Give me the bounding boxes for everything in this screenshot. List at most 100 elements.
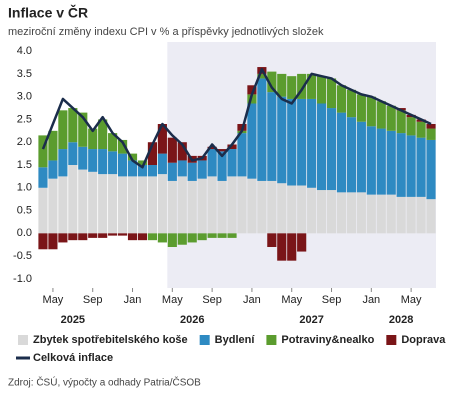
y-tick-label: -1.0 xyxy=(13,273,32,285)
year-label: 2027 xyxy=(299,314,323,326)
bar xyxy=(346,192,357,234)
source-note: Zdroj: ČSÚ, výpočty a odhady Patria/ČSOB xyxy=(8,376,201,389)
bar xyxy=(307,187,317,234)
bar xyxy=(247,103,257,179)
bar xyxy=(396,133,406,197)
bar xyxy=(88,149,98,172)
bar xyxy=(157,233,167,243)
bar xyxy=(406,196,416,234)
year-label: 2026 xyxy=(180,314,204,326)
y-tick-label: 1.5 xyxy=(17,159,32,171)
bar xyxy=(217,233,227,238)
bar xyxy=(137,233,148,241)
bar xyxy=(98,119,108,150)
legend-label: Zbytek spotřebitelského koše xyxy=(33,334,188,346)
bar xyxy=(356,94,366,122)
bar xyxy=(207,176,217,234)
bar xyxy=(117,233,128,236)
bar xyxy=(267,92,277,181)
x-tick-label: May xyxy=(43,294,64,306)
bar xyxy=(88,171,98,234)
bar xyxy=(346,117,357,193)
bar xyxy=(78,169,88,234)
y-tick-label: 3.0 xyxy=(17,91,32,103)
bar xyxy=(48,233,58,250)
bar xyxy=(366,126,376,195)
bar xyxy=(147,233,158,241)
y-tick-label: 1.0 xyxy=(17,182,32,194)
bar xyxy=(197,233,207,241)
legend-label: Bydlení xyxy=(215,334,256,346)
bar xyxy=(58,233,68,243)
bar xyxy=(386,130,396,195)
y-tick-label: 4.0 xyxy=(17,45,32,57)
bar xyxy=(287,185,297,234)
bar xyxy=(137,176,148,234)
bar xyxy=(426,128,436,140)
bar xyxy=(108,133,118,152)
legend-label: Potraviny&nealko xyxy=(281,334,374,346)
bar xyxy=(277,233,287,261)
bar xyxy=(287,98,297,186)
bar xyxy=(127,153,138,161)
bar xyxy=(187,233,197,243)
bar xyxy=(177,176,187,234)
bar xyxy=(58,110,68,150)
bar xyxy=(167,162,177,181)
bar xyxy=(376,194,386,234)
bar xyxy=(396,196,406,234)
legend-label: Doprava xyxy=(401,334,446,346)
bar xyxy=(78,146,88,170)
bar xyxy=(416,137,426,197)
bar xyxy=(108,233,118,236)
y-tick-label: 3.5 xyxy=(17,68,32,80)
bar xyxy=(416,121,426,138)
y-tick-label: 0.0 xyxy=(17,227,32,239)
bar xyxy=(356,192,366,234)
bar xyxy=(267,180,277,234)
bar xyxy=(257,180,267,234)
bar xyxy=(38,167,48,188)
bar xyxy=(396,110,406,134)
bar xyxy=(227,233,237,238)
bar xyxy=(127,176,138,234)
bar xyxy=(336,85,347,113)
bar xyxy=(137,165,148,177)
bar xyxy=(167,180,177,234)
bar xyxy=(277,73,287,97)
y-tick-label: 0.5 xyxy=(17,204,32,216)
x-tick-label: Sep xyxy=(202,294,222,306)
bar xyxy=(366,194,376,234)
bar xyxy=(127,160,138,177)
plot-area xyxy=(35,42,436,288)
bar xyxy=(58,149,68,177)
bar xyxy=(217,151,227,181)
legend-swatch xyxy=(266,335,277,345)
bar xyxy=(68,165,78,234)
bar xyxy=(177,233,187,245)
bar xyxy=(38,233,48,250)
x-tick-label: Sep xyxy=(83,294,103,306)
bar xyxy=(88,233,98,238)
bar xyxy=(247,85,257,95)
bar xyxy=(386,105,396,131)
x-tick-label: May xyxy=(401,294,422,306)
bar xyxy=(38,187,48,234)
y-tick-label: 2.5 xyxy=(17,113,32,125)
bar xyxy=(167,137,177,163)
bar xyxy=(217,149,227,152)
bar xyxy=(68,233,78,241)
bar xyxy=(48,178,58,234)
bar xyxy=(297,98,307,186)
bar xyxy=(68,108,78,143)
bar xyxy=(406,135,416,197)
bar xyxy=(157,124,167,154)
bar xyxy=(157,174,167,234)
bar xyxy=(307,98,317,188)
bar xyxy=(267,233,277,247)
bar xyxy=(98,149,108,175)
bar xyxy=(426,199,436,234)
bar xyxy=(326,78,337,109)
bar xyxy=(297,73,307,99)
